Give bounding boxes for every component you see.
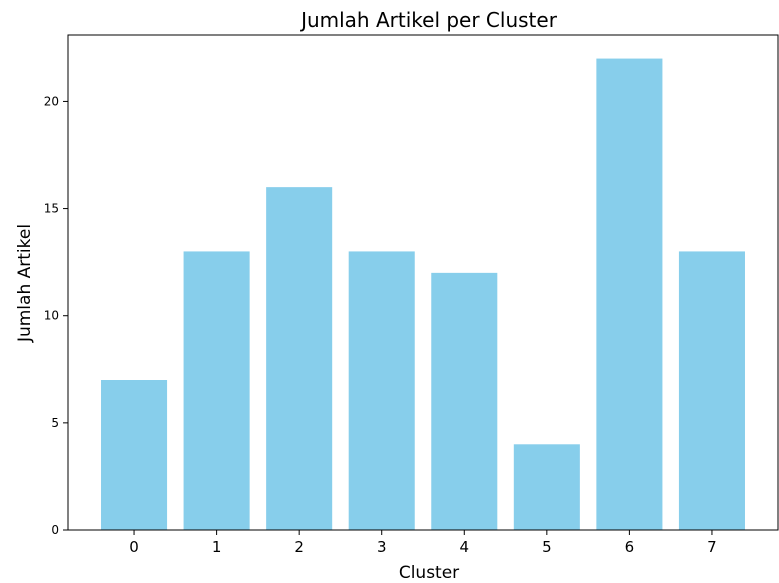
- x-axis-label: Cluster: [399, 563, 459, 583]
- x-tick-label-3: 3: [377, 538, 387, 556]
- bar-cluster-7: [678, 251, 745, 530]
- bar-cluster-1: [183, 251, 250, 530]
- y-tick-label-0: 0: [51, 523, 59, 537]
- bar-cluster-4: [431, 272, 498, 530]
- bars-group: [101, 58, 745, 530]
- bar-cluster-5: [513, 444, 580, 530]
- x-axis-ticks: 0 1 2 3 4 5 6 7: [129, 530, 717, 556]
- chart-title: Jumlah Artikel per Cluster: [299, 8, 558, 32]
- x-tick-label-7: 7: [707, 538, 717, 556]
- x-tick-label-1: 1: [212, 538, 222, 556]
- y-tick-label-10: 10: [44, 309, 59, 323]
- x-tick-label-6: 6: [625, 538, 635, 556]
- y-tick-label-15: 15: [44, 202, 59, 216]
- bar-cluster-3: [348, 251, 415, 530]
- bar-cluster-2: [266, 187, 333, 530]
- x-tick-label-2: 2: [294, 538, 304, 556]
- y-tick-label-5: 5: [51, 416, 59, 430]
- bar-cluster-0: [101, 380, 168, 530]
- bar-cluster-6: [596, 58, 663, 530]
- y-tick-label-20: 20: [44, 94, 59, 108]
- x-tick-label-5: 5: [542, 538, 552, 556]
- x-tick-label-0: 0: [129, 538, 139, 556]
- y-axis-ticks: 0 5 10 15 20: [44, 94, 68, 537]
- y-axis-label: Jumlah Artikel: [15, 224, 35, 343]
- x-tick-label-4: 4: [460, 538, 470, 556]
- plot-frame: [67, 34, 779, 531]
